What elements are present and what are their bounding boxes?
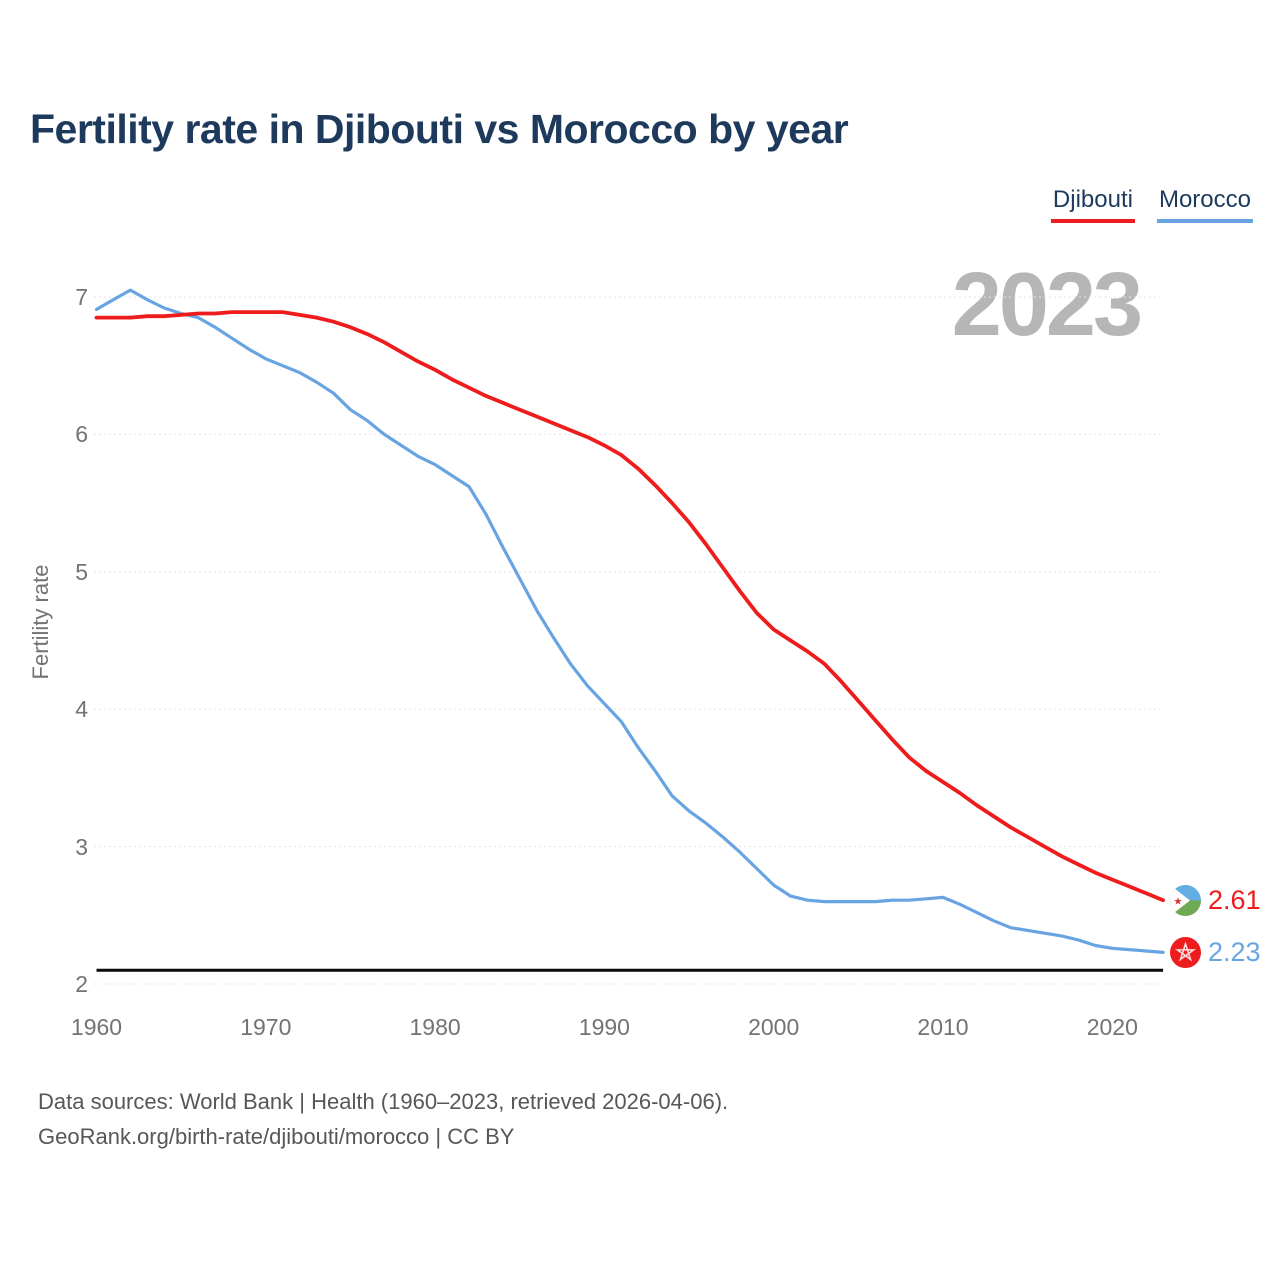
series-lines [94,288,1165,955]
y-tick-label: 5 [75,558,88,585]
year-watermark: 2023 [951,255,1143,355]
djibouti-flag-icon: ★ [1170,884,1201,916]
morocco-end-value: 2.23 [1208,936,1261,967]
djibouti-end-label: ★ 2.61 [1170,884,1261,916]
footer-attribution-line: GeoRank.org/birth-rate/djibouti/morocco … [38,1124,515,1149]
footer-sources-line: Data sources: World Bank | Health (1960–… [38,1089,729,1114]
page-title: Fertility rate in Djibouti vs Morocco by… [30,106,849,152]
y-tick-label: 3 [75,833,88,860]
footer: Data sources: World Bank | Health (1960–… [38,1084,728,1154]
y-tick-label: 2 [75,971,88,997]
legend-item-djibouti[interactable]: Djibouti [1050,186,1135,223]
x-tick-label: 2010 [917,1014,969,1040]
x-tick-label: 2000 [748,1014,800,1040]
y-tick-label: 7 [75,284,88,310]
morocco-line[interactable] [94,288,1165,955]
djibouti-end-value: 2.61 [1208,884,1261,915]
x-tick-label: 1980 [409,1014,461,1040]
y-tick-label: 6 [75,421,88,448]
gridlines [94,296,1160,985]
morocco-end-label: 2.23 [1170,936,1261,968]
legend: Djibouti Morocco [1050,186,1253,223]
y-tick-label: 4 [75,696,88,723]
x-tick-label: 2020 [1086,1014,1138,1040]
x-tick-label: 1960 [70,1014,123,1040]
svg-text:★: ★ [1174,896,1183,907]
djibouti-line[interactable] [94,310,1165,903]
legend-item-morocco[interactable]: Morocco [1156,186,1253,223]
x-tick-label: 1990 [578,1014,630,1040]
x-tick-label: 1970 [240,1014,292,1040]
morocco-flag-icon [1170,936,1201,968]
